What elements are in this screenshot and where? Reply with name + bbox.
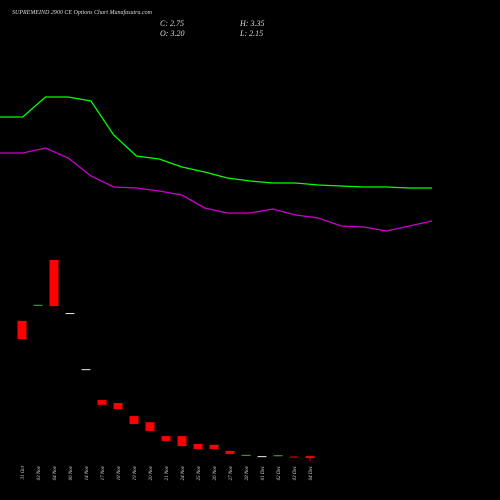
candle-body: [161, 436, 171, 441]
x-tick-label: 06 Nov: [69, 465, 74, 480]
x-tick-label: 04 Dec: [309, 465, 314, 480]
candle-body: [81, 369, 91, 371]
x-tick-label: 25 Nov: [197, 465, 202, 480]
close-label: C: 2.75: [160, 19, 184, 28]
x-tick-label: 14 Nov: [85, 465, 90, 480]
x-tick-label: 26 Nov: [213, 465, 218, 480]
x-tick-label: 17 Nov: [101, 465, 106, 480]
x-tick-label: 19 Nov: [133, 465, 138, 480]
candle-body: [305, 456, 315, 459]
candle-body: [225, 450, 235, 454]
x-tick-label: 04 Nov: [53, 465, 58, 480]
candle-body: [241, 454, 251, 456]
candle-body: [193, 443, 203, 450]
candle-body: [273, 455, 283, 457]
x-tick-label: 02 Dec: [277, 465, 282, 480]
x-tick-label: 28 Nov: [245, 465, 250, 480]
high-label: H: 3.35: [239, 19, 264, 28]
candle-body: [49, 260, 59, 307]
candle-body: [177, 436, 187, 447]
indicator-line: [0, 96, 432, 189]
candle-body: [129, 416, 139, 424]
candle-body: [97, 400, 107, 405]
candle-body: [289, 456, 299, 458]
candle-body: [33, 304, 43, 306]
open-label: O: 3.20: [160, 29, 184, 38]
x-tick-label: 18 Nov: [117, 465, 122, 480]
candle-body: [209, 444, 219, 450]
x-tick-label: 20 Nov: [149, 465, 154, 480]
indicator-line: [0, 147, 433, 232]
x-tick-label: 31 Oct: [21, 465, 26, 479]
x-tick-label: 01 Dec: [261, 465, 266, 480]
chart-title: SUPREMEIND 2900 CE Options Chart Munafas…: [12, 9, 153, 16]
low-label: L: 2.15: [239, 29, 263, 38]
x-tick-label: 03 Nov: [37, 465, 42, 480]
x-tick-label: 03 Dec: [293, 465, 298, 480]
candle-body: [65, 313, 75, 315]
candle-body: [113, 403, 123, 410]
candle-body: [257, 456, 267, 458]
candle-body: [145, 422, 155, 431]
x-tick-label: 21 Nov: [165, 465, 170, 480]
x-tick-label: 27 Nov: [229, 465, 234, 480]
candle-body: [17, 320, 27, 340]
x-tick-label: 24 Nov: [181, 465, 186, 480]
